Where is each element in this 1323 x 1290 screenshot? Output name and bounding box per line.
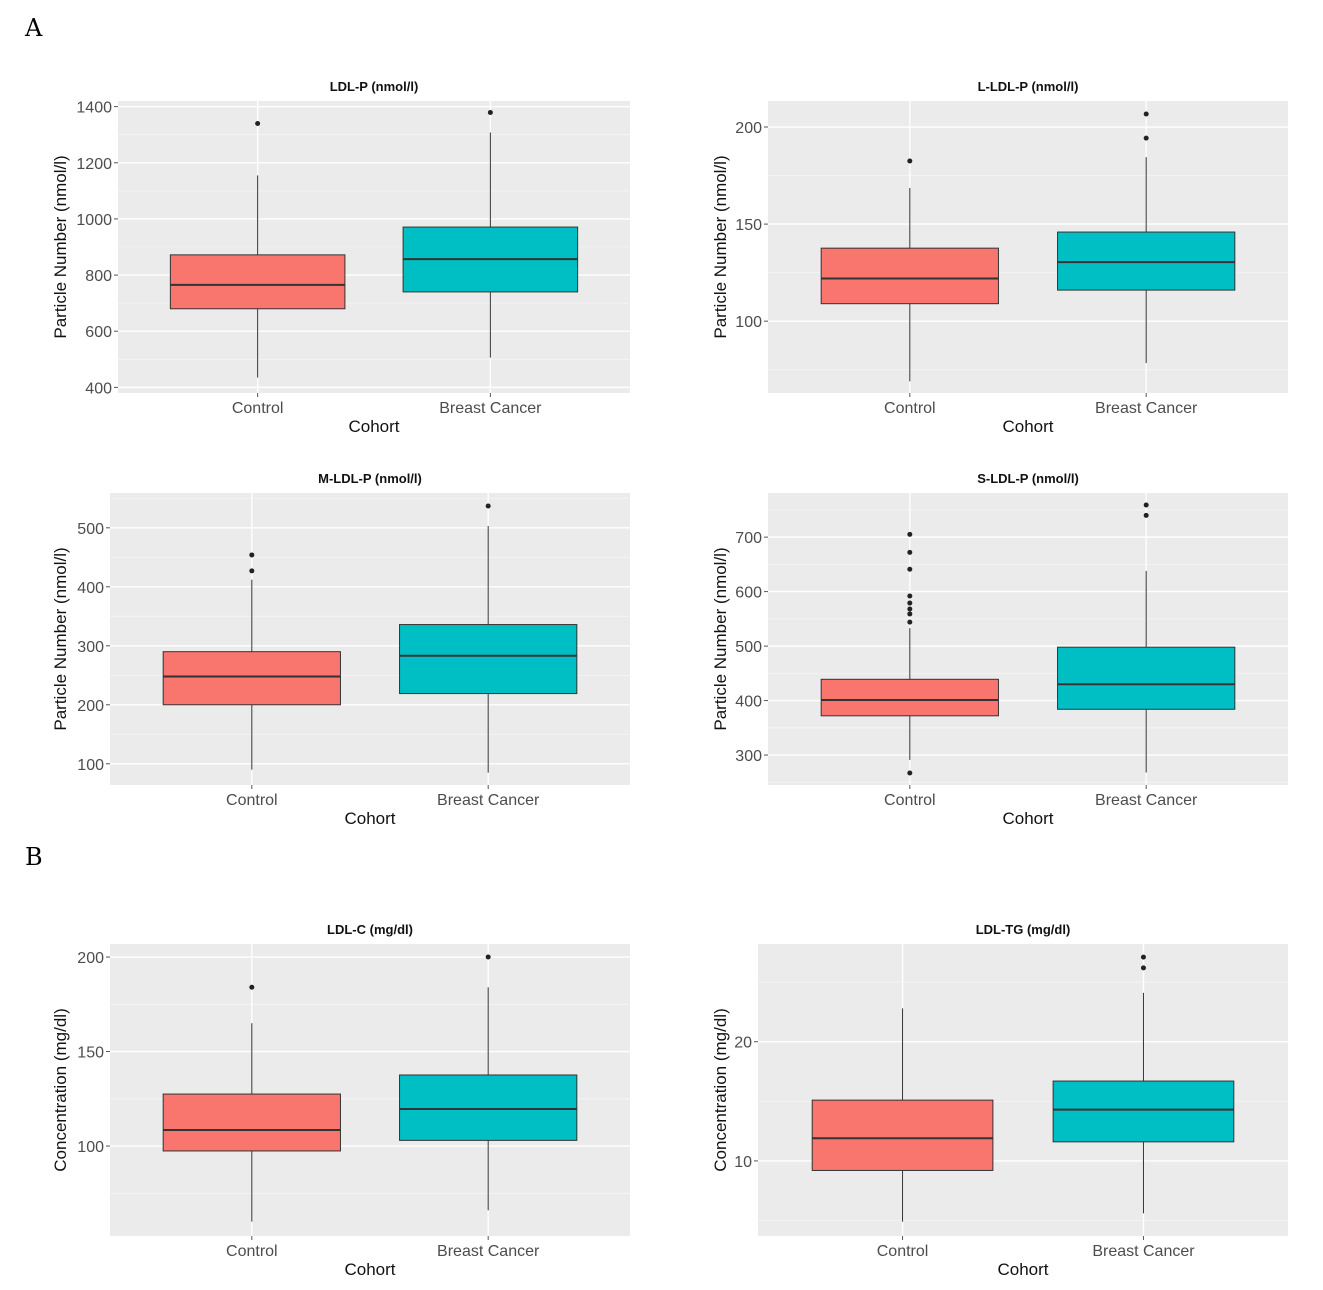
box-control [162, 651, 341, 706]
y-axis-label: Particle Number (nmol/l) [51, 547, 70, 730]
y-tick-label: 500 [735, 639, 762, 656]
y-tick-label: 500 [77, 521, 104, 538]
y-tick-label: 10 [734, 1154, 752, 1171]
panel-background [768, 493, 1288, 785]
x-tick-label: Breast Cancer [1092, 1243, 1195, 1260]
outlier-point [485, 954, 491, 960]
y-axis-label: Particle Number (nmol/l) [51, 155, 70, 338]
y-tick-label: 300 [735, 748, 762, 765]
y-tick-label: 1000 [76, 212, 112, 229]
box-control [820, 247, 999, 305]
x-tick-label: Control [226, 792, 278, 809]
outlier-point [249, 552, 255, 558]
outlier-point [1140, 954, 1146, 960]
outlier-point [249, 568, 255, 574]
x-tick-label: Control [232, 400, 284, 417]
y-tick-label: 1400 [76, 100, 112, 117]
y-tick-label: 150 [735, 217, 762, 234]
outlier-point [907, 593, 913, 599]
y-tick-label: 200 [735, 120, 762, 137]
y-tick-label: 150 [77, 1045, 104, 1062]
y-axis-label: Concentration (mg/dl) [51, 1008, 70, 1171]
outlier-point [907, 619, 913, 625]
x-tick-label: Breast Cancer [1095, 400, 1198, 417]
x-tick-label: Control [884, 400, 936, 417]
outlier-point [485, 503, 491, 509]
section-label-a: A [25, 14, 43, 42]
x-tick-label: Breast Cancer [439, 400, 542, 417]
outlier-point [907, 770, 913, 776]
box-control [811, 1099, 994, 1171]
chart-title: LDL-C (mg/dl) [327, 922, 413, 937]
box-breast-cancer [1052, 1080, 1235, 1143]
outlier-point [1143, 135, 1149, 141]
y-tick-label: 1200 [76, 156, 112, 173]
y-tick-label: 400 [85, 380, 112, 397]
outlier-point [249, 984, 255, 990]
x-axis-label: Cohort [348, 417, 399, 436]
y-tick-label: 600 [735, 585, 762, 602]
y-tick-label: 600 [85, 324, 112, 341]
chart-title: S-LDL-P (nmol/l) [977, 471, 1079, 486]
outlier-point [907, 531, 913, 537]
chart-title: LDL-P (nmol/l) [330, 79, 419, 94]
y-tick-label: 100 [77, 1139, 104, 1156]
y-tick-label: 200 [77, 950, 104, 967]
box-control [820, 678, 999, 717]
box-breast-cancer [1057, 231, 1236, 291]
section-label-b: B [25, 843, 43, 871]
x-tick-label: Control [877, 1243, 929, 1260]
box-control [169, 254, 346, 310]
y-tick-label: 200 [77, 698, 104, 715]
x-tick-label: Control [226, 1243, 278, 1260]
box-control [162, 1093, 341, 1152]
box-breast-cancer [399, 1074, 578, 1141]
x-tick-label: Control [884, 792, 936, 809]
y-tick-label: 400 [735, 694, 762, 711]
y-tick-label: 20 [734, 1035, 752, 1052]
y-tick-label: 700 [735, 530, 762, 547]
outlier-point [907, 158, 913, 164]
y-tick-label: 100 [77, 757, 104, 774]
outlier-point [255, 120, 261, 126]
x-axis-label: Cohort [997, 1260, 1048, 1279]
y-tick-label: 800 [85, 268, 112, 285]
x-axis-label: Cohort [1002, 809, 1053, 828]
box-breast-cancer [399, 624, 578, 695]
outlier-point [907, 566, 913, 572]
chart-title: LDL-TG (mg/dl) [976, 922, 1071, 937]
x-tick-label: Breast Cancer [1095, 792, 1198, 809]
outlier-point [907, 611, 913, 617]
y-tick-label: 100 [735, 314, 762, 331]
outlier-point [907, 600, 913, 606]
chart-title: L-LDL-P (nmol/l) [978, 79, 1079, 94]
outlier-point [1143, 111, 1149, 117]
y-tick-label: 300 [77, 639, 104, 656]
y-axis-label: Particle Number (nmol/l) [711, 547, 730, 730]
outlier-point [487, 110, 493, 116]
y-axis-label: Particle Number (nmol/l) [711, 155, 730, 338]
outlier-point [907, 606, 913, 612]
x-tick-label: Breast Cancer [437, 1243, 540, 1260]
outlier-point [1143, 502, 1149, 508]
y-axis-label: Concentration (mg/dl) [711, 1008, 730, 1171]
x-tick-label: Breast Cancer [437, 792, 540, 809]
outlier-point [1140, 965, 1146, 971]
x-axis-label: Cohort [344, 1260, 395, 1279]
box-breast-cancer [1057, 646, 1236, 710]
chart-title: M-LDL-P (nmol/l) [318, 471, 422, 486]
outlier-point [1143, 512, 1149, 518]
y-tick-label: 400 [77, 580, 104, 597]
outlier-point [907, 549, 913, 555]
x-axis-label: Cohort [1002, 417, 1053, 436]
x-axis-label: Cohort [344, 809, 395, 828]
